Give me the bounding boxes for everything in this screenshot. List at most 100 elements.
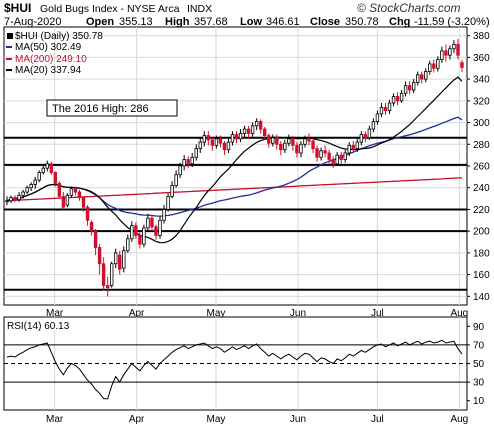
rsi-x-tick-label: Mar — [46, 414, 64, 425]
x-tick-label: Mar — [46, 308, 64, 319]
candle-body — [307, 138, 311, 142]
candle-body — [37, 172, 41, 181]
candle-body — [138, 235, 142, 245]
candle-body — [9, 197, 13, 202]
candle-body — [271, 137, 275, 144]
y-tick-label: 360 — [473, 53, 490, 64]
annotation-box — [46, 99, 178, 117]
candle-body — [150, 217, 154, 228]
x-tick-label: Aug — [450, 308, 468, 319]
candle-body — [416, 74, 420, 83]
candle-body — [114, 252, 118, 265]
y-tick-label: 220 — [473, 205, 490, 216]
candle-body — [267, 135, 271, 144]
candle-body — [246, 128, 251, 134]
candle-body — [407, 85, 412, 91]
price-levels — [4, 136, 467, 291]
watermark: © StockCharts.com — [357, 1, 461, 15]
candle-body — [77, 191, 82, 198]
candle-body — [85, 206, 90, 221]
legend-hui-marker — [7, 33, 13, 39]
candles — [5, 38, 464, 297]
chg-label: Chg — [389, 16, 410, 28]
rsi-x-tick-label: Apr — [129, 414, 145, 425]
candle-body — [218, 138, 223, 144]
candle-body — [287, 138, 291, 144]
y-tick-label: 320 — [473, 96, 490, 107]
candle-body — [170, 185, 174, 197]
candle-body — [53, 172, 58, 184]
x-tick-label: Jun — [290, 308, 306, 319]
legend-ma50: MA(50) 302.49 — [15, 42, 82, 53]
low-label: Low — [240, 16, 262, 28]
candle-body — [154, 226, 158, 236]
candle-body — [254, 121, 259, 127]
candle-body — [57, 182, 62, 197]
candle-body — [178, 165, 182, 176]
candle-body — [238, 133, 243, 140]
candle-body — [158, 219, 162, 236]
rsi-y-tick-label: 50 — [473, 359, 485, 370]
candle-body — [428, 63, 432, 72]
candle-body — [379, 106, 384, 115]
price-y-ticks: 140 160 180 200 220 240 260 280 300 320 340 360 380 — [467, 31, 490, 303]
candle-body — [299, 143, 303, 154]
candle-body — [283, 142, 287, 151]
candle-body — [134, 225, 138, 236]
rsi-line-group — [6, 339, 463, 400]
candle-body — [194, 148, 198, 158]
candle-body — [339, 154, 343, 160]
candle-body — [411, 81, 416, 91]
candle-body — [355, 141, 360, 150]
rsi-x-ticks: Mar Apr May Jun Jul Aug — [46, 414, 468, 425]
price-x-ticks: Mar Apr May Jun Jul Aug — [46, 308, 468, 319]
candle-body — [97, 247, 102, 265]
candle-body — [190, 156, 194, 165]
candle-body — [311, 140, 315, 150]
candle-body — [363, 134, 368, 139]
y-tick-label: 140 — [473, 292, 490, 303]
candle-body — [262, 128, 267, 136]
x-tick-label: Jul — [371, 308, 384, 319]
candle-body — [460, 62, 464, 68]
candle-body — [13, 197, 17, 201]
candle-body — [319, 150, 323, 158]
candle-body — [206, 135, 211, 141]
candle-body — [395, 96, 400, 102]
ma20-line — [6, 76, 463, 244]
candle-body — [118, 254, 122, 270]
candle-body — [452, 43, 456, 50]
rsi-y-tick-label: 10 — [473, 396, 485, 407]
x-tick-label: May — [207, 308, 226, 319]
candle-body — [89, 222, 94, 232]
rsi-x-tick-label: Jul — [371, 414, 384, 425]
x-tick-label: Apr — [129, 308, 145, 319]
candle-body — [315, 148, 319, 158]
candle-body — [399, 92, 404, 102]
open-label: Open — [86, 16, 114, 28]
candle-body — [440, 50, 444, 60]
rsi-x-tick-label: May — [207, 414, 226, 425]
candle-body — [198, 141, 202, 150]
legend-ma20: MA(20) 337.94 — [15, 65, 82, 76]
candle-body — [222, 142, 227, 151]
high-value: 357.68 — [194, 16, 228, 28]
candle-body — [65, 194, 70, 206]
candle-body — [174, 174, 178, 186]
candle-body — [41, 167, 45, 173]
candle-body — [162, 209, 166, 221]
ma200-line — [6, 177, 463, 202]
y-tick-label: 240 — [473, 183, 490, 194]
chart-symbol: $HUI — [4, 1, 31, 15]
candle-body — [279, 143, 283, 151]
candle-body — [130, 225, 134, 240]
candle-body — [5, 200, 9, 203]
candle-body — [202, 135, 207, 143]
candle-body — [25, 187, 29, 193]
candle-body — [275, 137, 279, 145]
candle-body — [45, 163, 49, 169]
rsi-y-ticks: 10 30 50 70 90 — [467, 322, 485, 407]
candle-body — [166, 196, 170, 210]
candle-body — [420, 74, 424, 80]
